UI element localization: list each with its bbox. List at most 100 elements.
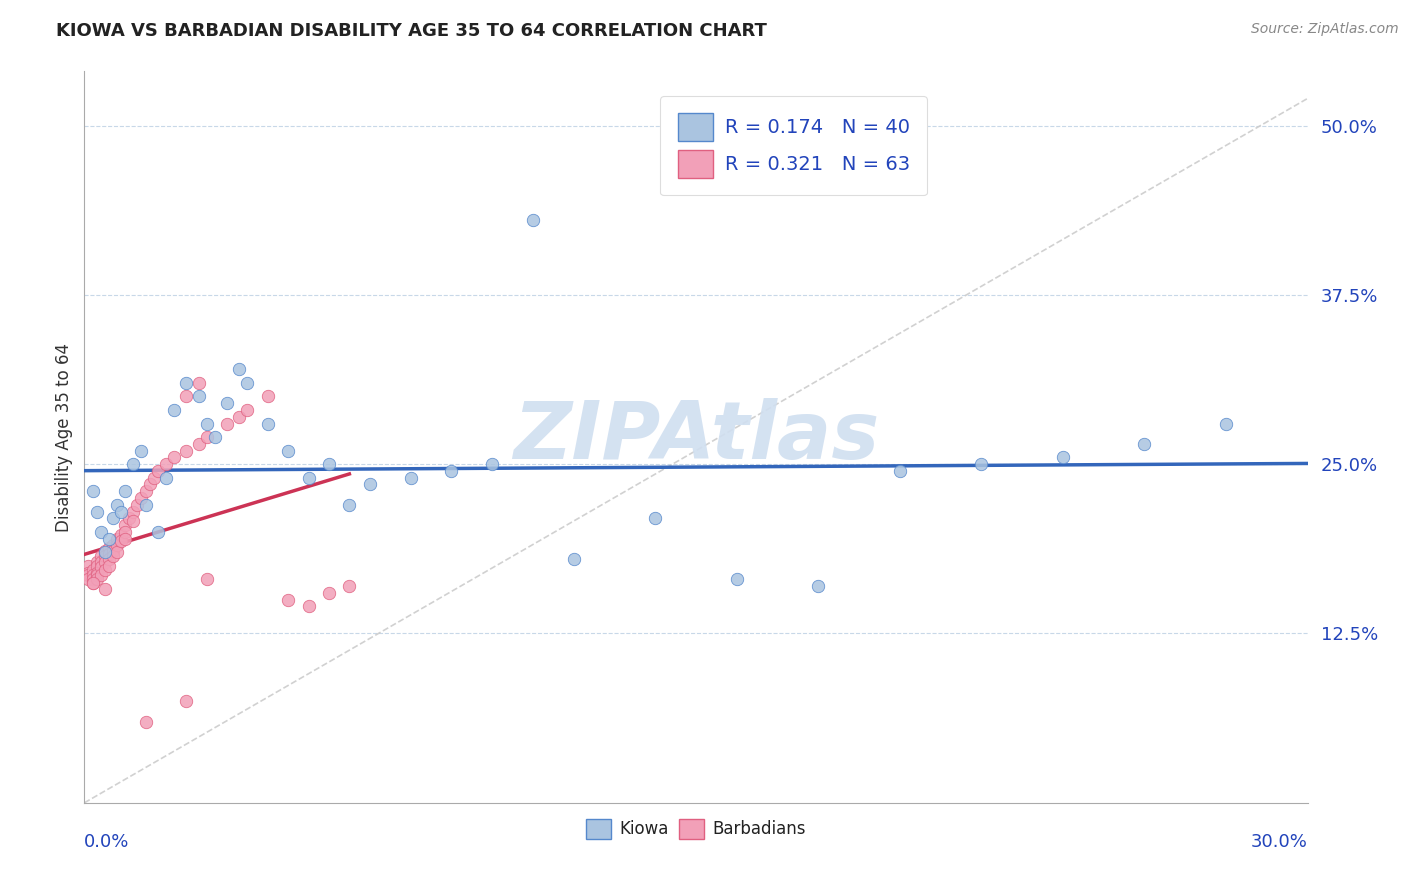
- Point: [105, 545, 128, 559]
- Point: [277, 443, 299, 458]
- Point: [97, 532, 120, 546]
- Point: [86, 558, 108, 573]
- Point: [187, 437, 209, 451]
- Point: [110, 527, 132, 541]
- Point: [82, 563, 104, 577]
- Text: 30.0%: 30.0%: [1251, 833, 1308, 851]
- Point: [318, 586, 340, 600]
- Point: [114, 524, 136, 539]
- Point: [101, 538, 124, 552]
- Point: [807, 579, 830, 593]
- Point: [90, 560, 112, 574]
- Point: [93, 545, 115, 559]
- Point: [118, 511, 141, 525]
- Point: [399, 471, 422, 485]
- Point: [138, 477, 160, 491]
- Point: [86, 566, 108, 580]
- Point: [174, 389, 197, 403]
- Text: KIOWA VS BARBADIAN DISABILITY AGE 35 TO 64 CORRELATION CHART: KIOWA VS BARBADIAN DISABILITY AGE 35 TO …: [56, 22, 768, 40]
- Point: [90, 549, 112, 564]
- Point: [1133, 437, 1156, 451]
- Point: [155, 471, 177, 485]
- Point: [155, 457, 177, 471]
- Point: [174, 694, 197, 708]
- Point: [97, 547, 120, 561]
- Point: [122, 457, 145, 471]
- Point: [97, 541, 120, 556]
- Point: [204, 430, 226, 444]
- Point: [440, 464, 463, 478]
- Point: [481, 457, 503, 471]
- Point: [90, 524, 112, 539]
- Text: 0.0%: 0.0%: [84, 833, 129, 851]
- Point: [257, 417, 280, 431]
- Point: [127, 498, 149, 512]
- Point: [163, 403, 186, 417]
- Point: [725, 572, 748, 586]
- Point: [114, 484, 136, 499]
- Point: [146, 524, 169, 539]
- Point: [562, 552, 585, 566]
- Point: [77, 568, 100, 582]
- Point: [77, 572, 100, 586]
- Point: [93, 549, 115, 564]
- Point: [93, 544, 115, 558]
- Point: [236, 403, 259, 417]
- Point: [90, 555, 112, 569]
- Point: [82, 576, 104, 591]
- Point: [339, 579, 361, 593]
- Point: [135, 714, 157, 729]
- Point: [146, 464, 169, 478]
- Point: [142, 471, 165, 485]
- Point: [174, 376, 197, 390]
- Point: [90, 568, 112, 582]
- Text: ZIPAtlas: ZIPAtlas: [513, 398, 879, 476]
- Point: [257, 389, 280, 403]
- Point: [86, 572, 108, 586]
- Point: [318, 457, 340, 471]
- Point: [1052, 450, 1074, 465]
- Point: [77, 558, 100, 573]
- Point: [122, 514, 145, 528]
- Point: [187, 376, 209, 390]
- Point: [77, 566, 100, 580]
- Point: [236, 376, 259, 390]
- Point: [110, 505, 132, 519]
- Point: [1215, 417, 1237, 431]
- Point: [277, 592, 299, 607]
- Point: [339, 498, 361, 512]
- Point: [86, 555, 108, 569]
- Point: [889, 464, 911, 478]
- Point: [135, 484, 157, 499]
- Point: [131, 491, 153, 505]
- Point: [97, 552, 120, 566]
- Legend: Kiowa, Barbadians: Kiowa, Barbadians: [579, 812, 813, 846]
- Point: [163, 450, 186, 465]
- Point: [195, 417, 218, 431]
- Point: [82, 576, 104, 591]
- Point: [93, 563, 115, 577]
- Point: [82, 484, 104, 499]
- Point: [105, 538, 128, 552]
- Point: [97, 558, 120, 573]
- Point: [86, 505, 108, 519]
- Point: [228, 362, 250, 376]
- Point: [135, 498, 157, 512]
- Point: [105, 498, 128, 512]
- Point: [114, 532, 136, 546]
- Point: [114, 518, 136, 533]
- Point: [93, 555, 115, 569]
- Point: [122, 505, 145, 519]
- Point: [228, 409, 250, 424]
- Point: [101, 549, 124, 564]
- Point: [86, 568, 108, 582]
- Text: Source: ZipAtlas.com: Source: ZipAtlas.com: [1251, 22, 1399, 37]
- Point: [174, 443, 197, 458]
- Point: [359, 477, 381, 491]
- Point: [131, 443, 153, 458]
- Point: [298, 599, 321, 614]
- Point: [195, 430, 218, 444]
- Point: [195, 572, 218, 586]
- Point: [522, 213, 544, 227]
- Point: [970, 457, 993, 471]
